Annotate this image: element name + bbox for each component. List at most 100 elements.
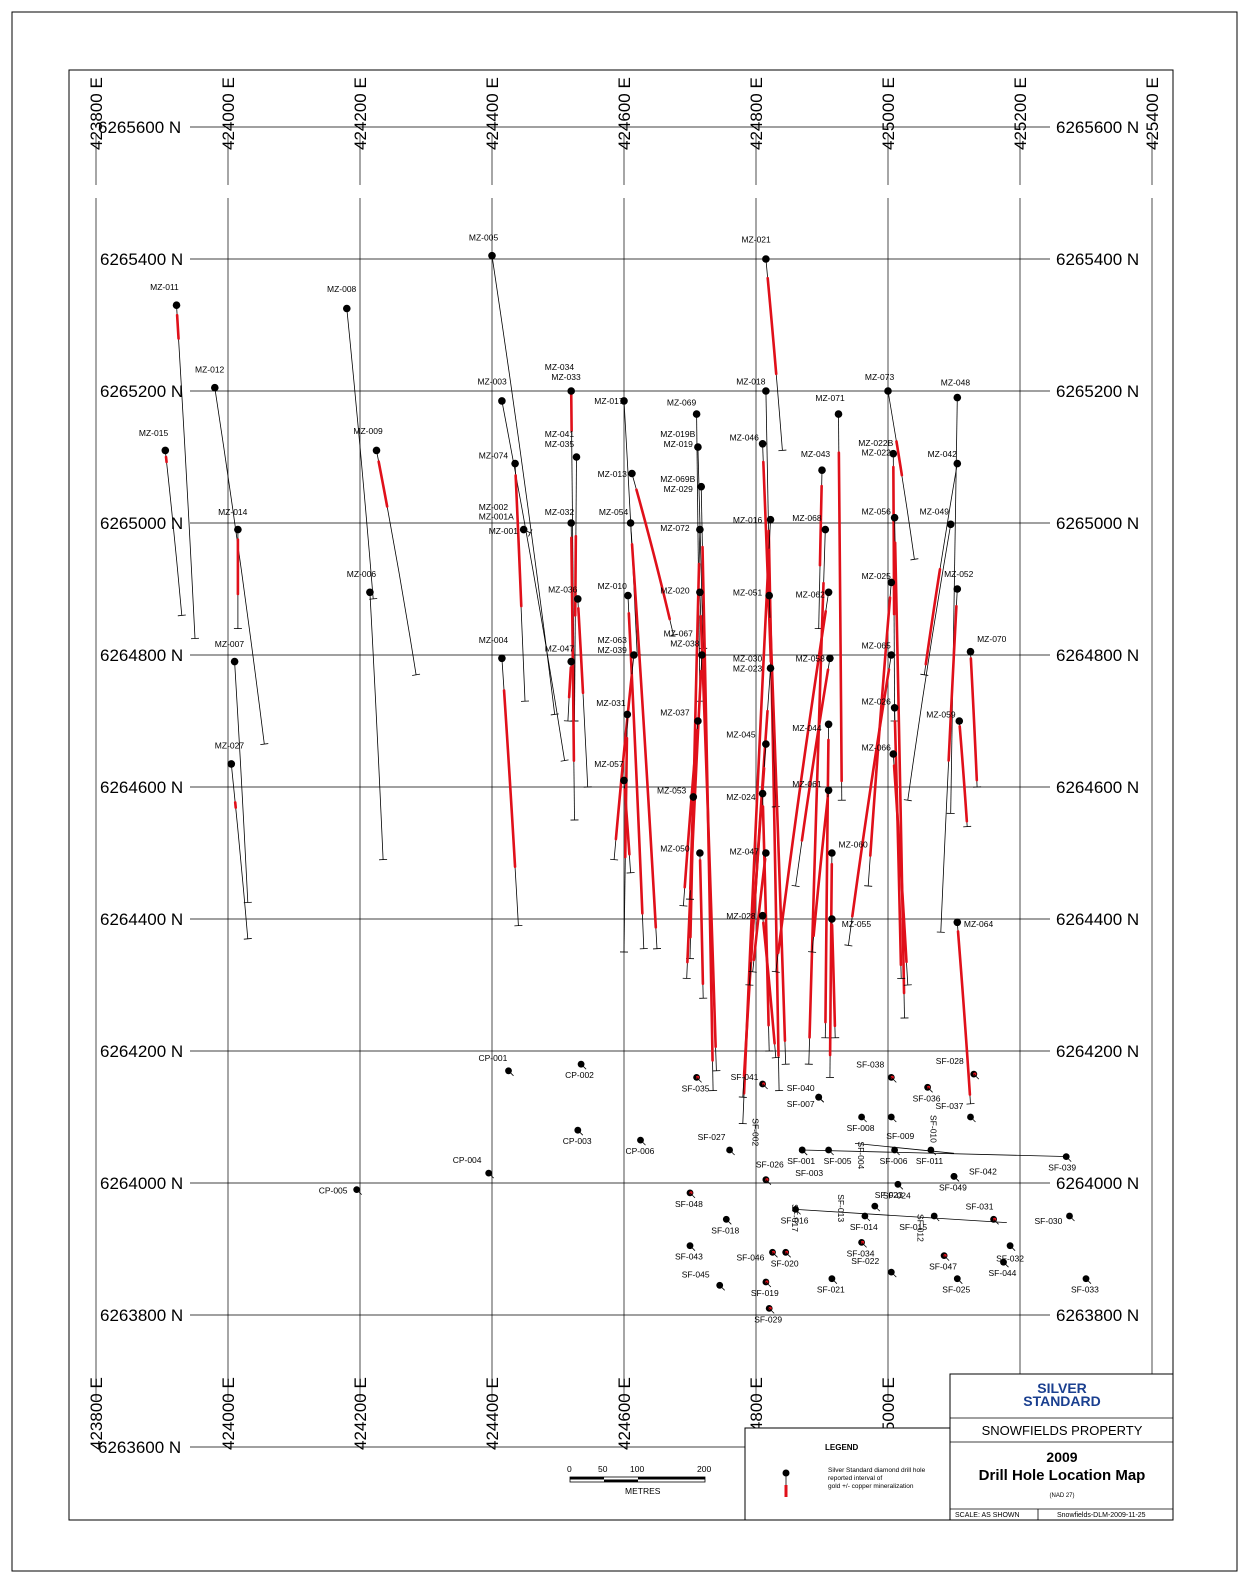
sf-trace bbox=[768, 1308, 775, 1314]
northing-label-right: 6264200 N bbox=[1056, 1042, 1139, 1061]
sf-holes: CP-001 CP-002 CP-003 CP-006 CP-004 CP-005 SF-0… bbox=[319, 1053, 1099, 1325]
hole-label: MZ-021 bbox=[741, 235, 771, 245]
sf-trace bbox=[356, 1189, 362, 1195]
sf-trace bbox=[488, 1172, 494, 1179]
easting-label-bottom: 424200 E bbox=[351, 1377, 370, 1450]
scale-bar: 0 50 100 200 METRES bbox=[567, 1464, 711, 1496]
easting-label-top: 423800 E bbox=[87, 77, 106, 150]
sf-label: SF-006 bbox=[880, 1156, 908, 1166]
sf-trace bbox=[785, 1252, 791, 1258]
mineralized-interval bbox=[573, 534, 578, 617]
sf-label: SF-004 bbox=[856, 1141, 866, 1169]
mineralized-interval bbox=[924, 567, 942, 666]
sf-trace bbox=[927, 1087, 933, 1093]
sf-label: CP-001 bbox=[479, 1053, 508, 1063]
drill-trace bbox=[697, 447, 704, 649]
sf-label: CP-002 bbox=[565, 1070, 594, 1080]
hole-label: MZ-034 bbox=[545, 362, 575, 372]
mineralized-interval bbox=[837, 451, 843, 783]
sf-trace bbox=[795, 1209, 801, 1215]
hole-label: MZ-004 bbox=[479, 635, 509, 645]
hole-label: MZ-002 bbox=[479, 502, 509, 512]
page-border bbox=[11, 11, 1238, 1572]
sf-label: SF-049 bbox=[939, 1182, 967, 1192]
scale-bar-black-1 bbox=[570, 1477, 604, 1480]
hole-label: MZ-022 bbox=[862, 448, 892, 458]
northing-label-right: 6264400 N bbox=[1056, 910, 1139, 929]
drill-collar bbox=[890, 704, 899, 712]
easting-label-top: 424000 E bbox=[219, 77, 238, 150]
hole-label: MZ-016 bbox=[733, 515, 763, 525]
drill-trace bbox=[164, 450, 183, 616]
mineralized-interval bbox=[749, 766, 766, 963]
sf-label: CP-005 bbox=[319, 1186, 348, 1196]
drill-collar bbox=[766, 664, 775, 672]
trace-end-tick bbox=[243, 938, 252, 940]
hole-label: MZ-053 bbox=[657, 786, 687, 796]
sf-label: SF-016 bbox=[781, 1215, 809, 1225]
sf-collar-mineral bbox=[943, 1254, 947, 1258]
drill-collar bbox=[498, 397, 506, 405]
mineralized-interval bbox=[570, 536, 576, 762]
sf-label: SF-017 bbox=[790, 1204, 800, 1232]
hole-label: MZ-069 bbox=[667, 398, 697, 408]
drill-trace bbox=[950, 397, 958, 814]
drill-collar bbox=[762, 849, 770, 857]
sf-label: SF-011 bbox=[916, 1156, 944, 1166]
mineralized-interval bbox=[892, 764, 908, 964]
sf-trace bbox=[762, 1083, 768, 1090]
hole-label: MZ-003 bbox=[477, 376, 507, 386]
sf-trace bbox=[818, 1096, 824, 1103]
legend-box bbox=[744, 1427, 951, 1521]
drill-collar bbox=[821, 525, 830, 534]
sf-trace bbox=[765, 1179, 772, 1185]
sf-label: SF-022 bbox=[851, 1256, 879, 1266]
drill-collar bbox=[953, 918, 962, 927]
mineralized-interval bbox=[824, 738, 830, 1024]
drill-collar bbox=[211, 383, 219, 392]
hole-label: MZ-036 bbox=[548, 584, 578, 594]
hole-label: MZ-008 bbox=[327, 284, 357, 294]
trace-end-tick bbox=[738, 1096, 747, 1098]
trace-end-tick bbox=[560, 759, 569, 762]
mineralized-interval bbox=[895, 440, 904, 477]
hole-label: MZ-006 bbox=[347, 569, 377, 579]
sf-label: SF-034 bbox=[847, 1248, 875, 1258]
sf-trace bbox=[765, 1281, 772, 1288]
coordinate-grid bbox=[95, 126, 1153, 1448]
sf-trace bbox=[1085, 1278, 1092, 1284]
drill-collar bbox=[172, 301, 181, 310]
sf-long-trace bbox=[795, 1209, 1007, 1223]
drill-collar bbox=[620, 776, 628, 785]
sf-label: SF-047 bbox=[929, 1262, 957, 1272]
drill-collar bbox=[696, 588, 704, 597]
mineralized-interval bbox=[766, 276, 778, 376]
sf-trace bbox=[891, 1077, 897, 1083]
hole-label: MZ-065 bbox=[862, 640, 892, 650]
sf-trace bbox=[953, 1176, 960, 1182]
legend-interval-text-2: gold +/- copper mineralization bbox=[828, 1483, 914, 1490]
sf-trace bbox=[726, 1219, 732, 1225]
drill-collar bbox=[694, 717, 702, 725]
drill-collar bbox=[758, 440, 767, 448]
mineralized-interval bbox=[818, 484, 823, 567]
mineralized-interval bbox=[175, 313, 180, 340]
hole-label: MZ-055 bbox=[842, 919, 872, 929]
sf-label: SF-043 bbox=[675, 1252, 703, 1262]
drill-collar bbox=[955, 717, 964, 725]
sf-trace bbox=[580, 1063, 587, 1070]
sf-label: SF-021 bbox=[817, 1285, 845, 1295]
sf-label: CP-003 bbox=[563, 1136, 592, 1146]
legend-title: LEGEND bbox=[825, 1443, 859, 1452]
hole-label: MZ-074 bbox=[479, 450, 509, 460]
logo-line-1: SILVER bbox=[1037, 1380, 1087, 1396]
mineralized-interval bbox=[812, 797, 829, 938]
hole-label: MZ-029 bbox=[664, 484, 694, 494]
hole-label: MZ-026 bbox=[862, 697, 892, 707]
drill-collar bbox=[230, 657, 239, 666]
hole-label: MZ-060 bbox=[839, 840, 869, 850]
hole-label: MZ-071 bbox=[815, 393, 845, 403]
mineralized-interval bbox=[689, 800, 695, 891]
mineralized-interval bbox=[956, 930, 972, 1097]
sf-label: SF-015 bbox=[899, 1222, 927, 1232]
